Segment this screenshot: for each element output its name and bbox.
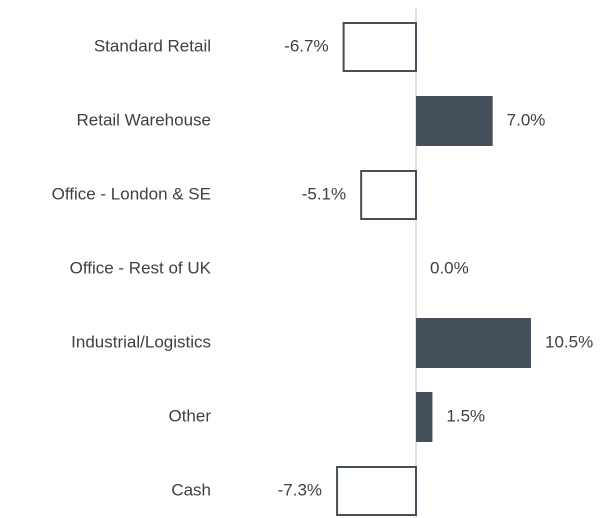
category-label: Cash xyxy=(171,480,211,499)
value-label: 7.0% xyxy=(507,110,546,129)
category-label: Standard Retail xyxy=(94,36,211,55)
category-label: Office - Rest of UK xyxy=(70,258,212,277)
bar xyxy=(416,96,493,146)
value-label: 10.5% xyxy=(545,332,593,351)
bar xyxy=(342,22,417,72)
bar xyxy=(360,170,417,220)
bar xyxy=(336,466,417,516)
value-label: 0.0% xyxy=(430,258,469,277)
value-label: -5.1% xyxy=(302,184,346,203)
bar xyxy=(416,318,531,368)
value-label: -6.7% xyxy=(284,36,328,55)
value-label: -7.3% xyxy=(278,480,322,499)
value-label: 1.5% xyxy=(446,406,485,425)
category-label: Industrial/Logistics xyxy=(71,332,211,351)
bar xyxy=(416,392,433,442)
category-label: Office - London & SE xyxy=(52,184,211,203)
category-label: Retail Warehouse xyxy=(77,110,212,129)
category-label: Other xyxy=(168,406,211,425)
